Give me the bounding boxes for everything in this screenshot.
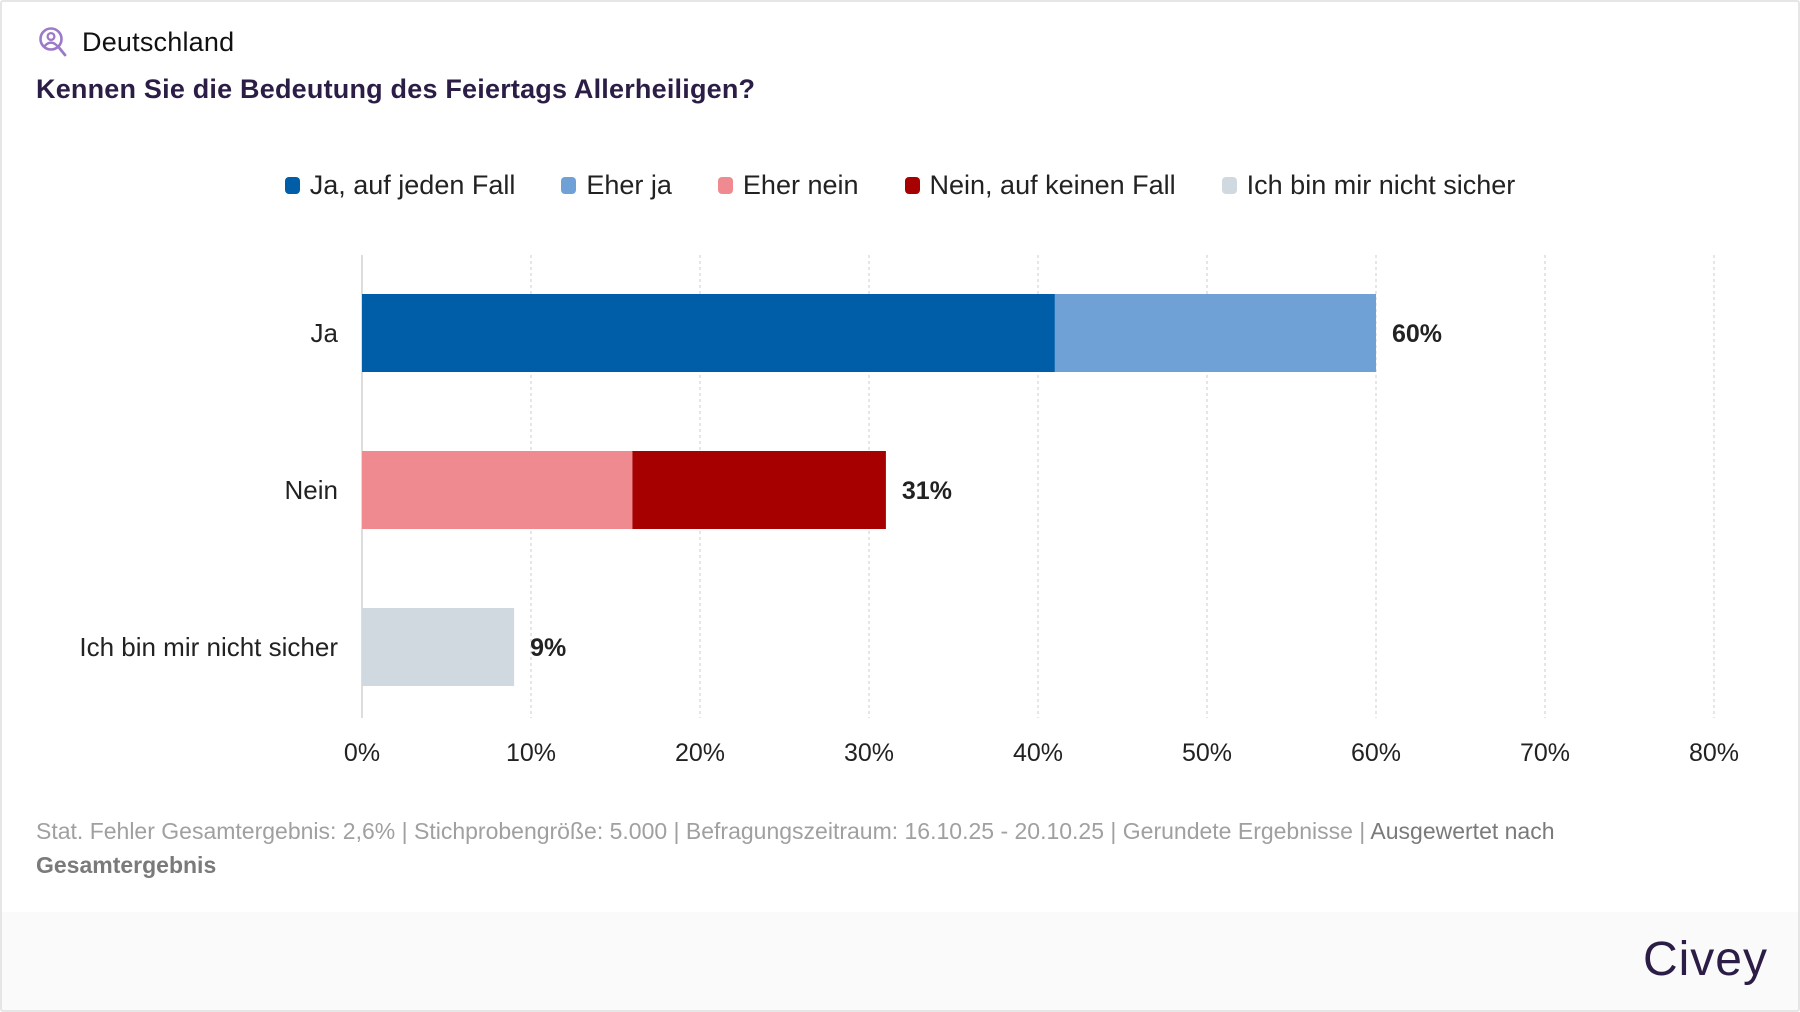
x-tick-label: 40% (1013, 739, 1063, 767)
legend-swatch (284, 177, 300, 194)
legend-label: Ja, auf jeden Fall (309, 170, 516, 200)
category-label: Nein (285, 475, 338, 505)
survey-footnote: Stat. Fehler Gesamtergebnis: 2,6% | Stic… (36, 814, 1636, 882)
value-label: 60% (1392, 320, 1442, 348)
legend-item[interactable]: Ja, auf jeden Fall (284, 170, 516, 201)
x-tick-label: 30% (844, 739, 894, 767)
category-label: Ja (311, 318, 339, 348)
evaluated-by-value[interactable]: Gesamtergebnis (36, 852, 217, 878)
region-header: Deutschland (38, 26, 234, 58)
civey-logo: Civey (1642, 933, 1768, 986)
legend-label: Nein, auf keinen Fall (929, 170, 1176, 200)
value-label: 9% (530, 634, 566, 662)
x-tick-label: 80% (1689, 739, 1739, 767)
legend-swatch (1221, 177, 1237, 194)
legend-label: Eher ja (586, 170, 672, 200)
x-tick-label: 50% (1182, 739, 1232, 767)
bar-segment (362, 451, 633, 529)
x-tick-label: 70% (1520, 739, 1570, 767)
region-name: Deutschland (82, 26, 235, 57)
legend-item[interactable]: Eher ja (561, 170, 672, 201)
question-title: Kennen Sie die Bedeutung des Feiertags A… (36, 74, 756, 104)
bar-segment (1054, 294, 1376, 372)
legend-swatch (717, 177, 733, 194)
category-label: Ich bin mir nicht sicher (79, 632, 338, 662)
bar-segment (632, 451, 886, 529)
legend-label: Ich bin mir nicht sicher (1246, 170, 1516, 200)
legend-swatch (561, 177, 577, 194)
bar-segment (362, 608, 515, 686)
brand-footer (2, 912, 1798, 1010)
x-tick-label: 0% (344, 739, 380, 767)
user-search-icon (38, 26, 68, 58)
x-tick-label: 60% (1351, 739, 1401, 767)
evaluated-by-label: Ausgewertet nach (1370, 818, 1555, 844)
x-tick-label: 10% (506, 739, 556, 767)
bar-segment (362, 294, 1055, 372)
legend-item[interactable]: Ich bin mir nicht sicher (1221, 170, 1516, 201)
survey-stats: Stat. Fehler Gesamtergebnis: 2,6% | Stic… (36, 818, 1371, 844)
value-label: 31% (902, 477, 952, 505)
legend-item[interactable]: Nein, auf keinen Fall (904, 170, 1176, 201)
bar-chart: 0% 10% 20% 30% 40% 50% 60% 70% 80% Ja 60% Nein 31% Ic… (79, 255, 1739, 767)
legend-item[interactable]: Eher nein (717, 170, 859, 201)
legend-swatch (904, 177, 920, 194)
chart-legend: Ja, auf jeden Fall Eher ja Eher nein Nein, … (2, 170, 1798, 201)
legend-label: Eher nein (742, 170, 859, 200)
x-tick-label: 20% (675, 739, 725, 767)
